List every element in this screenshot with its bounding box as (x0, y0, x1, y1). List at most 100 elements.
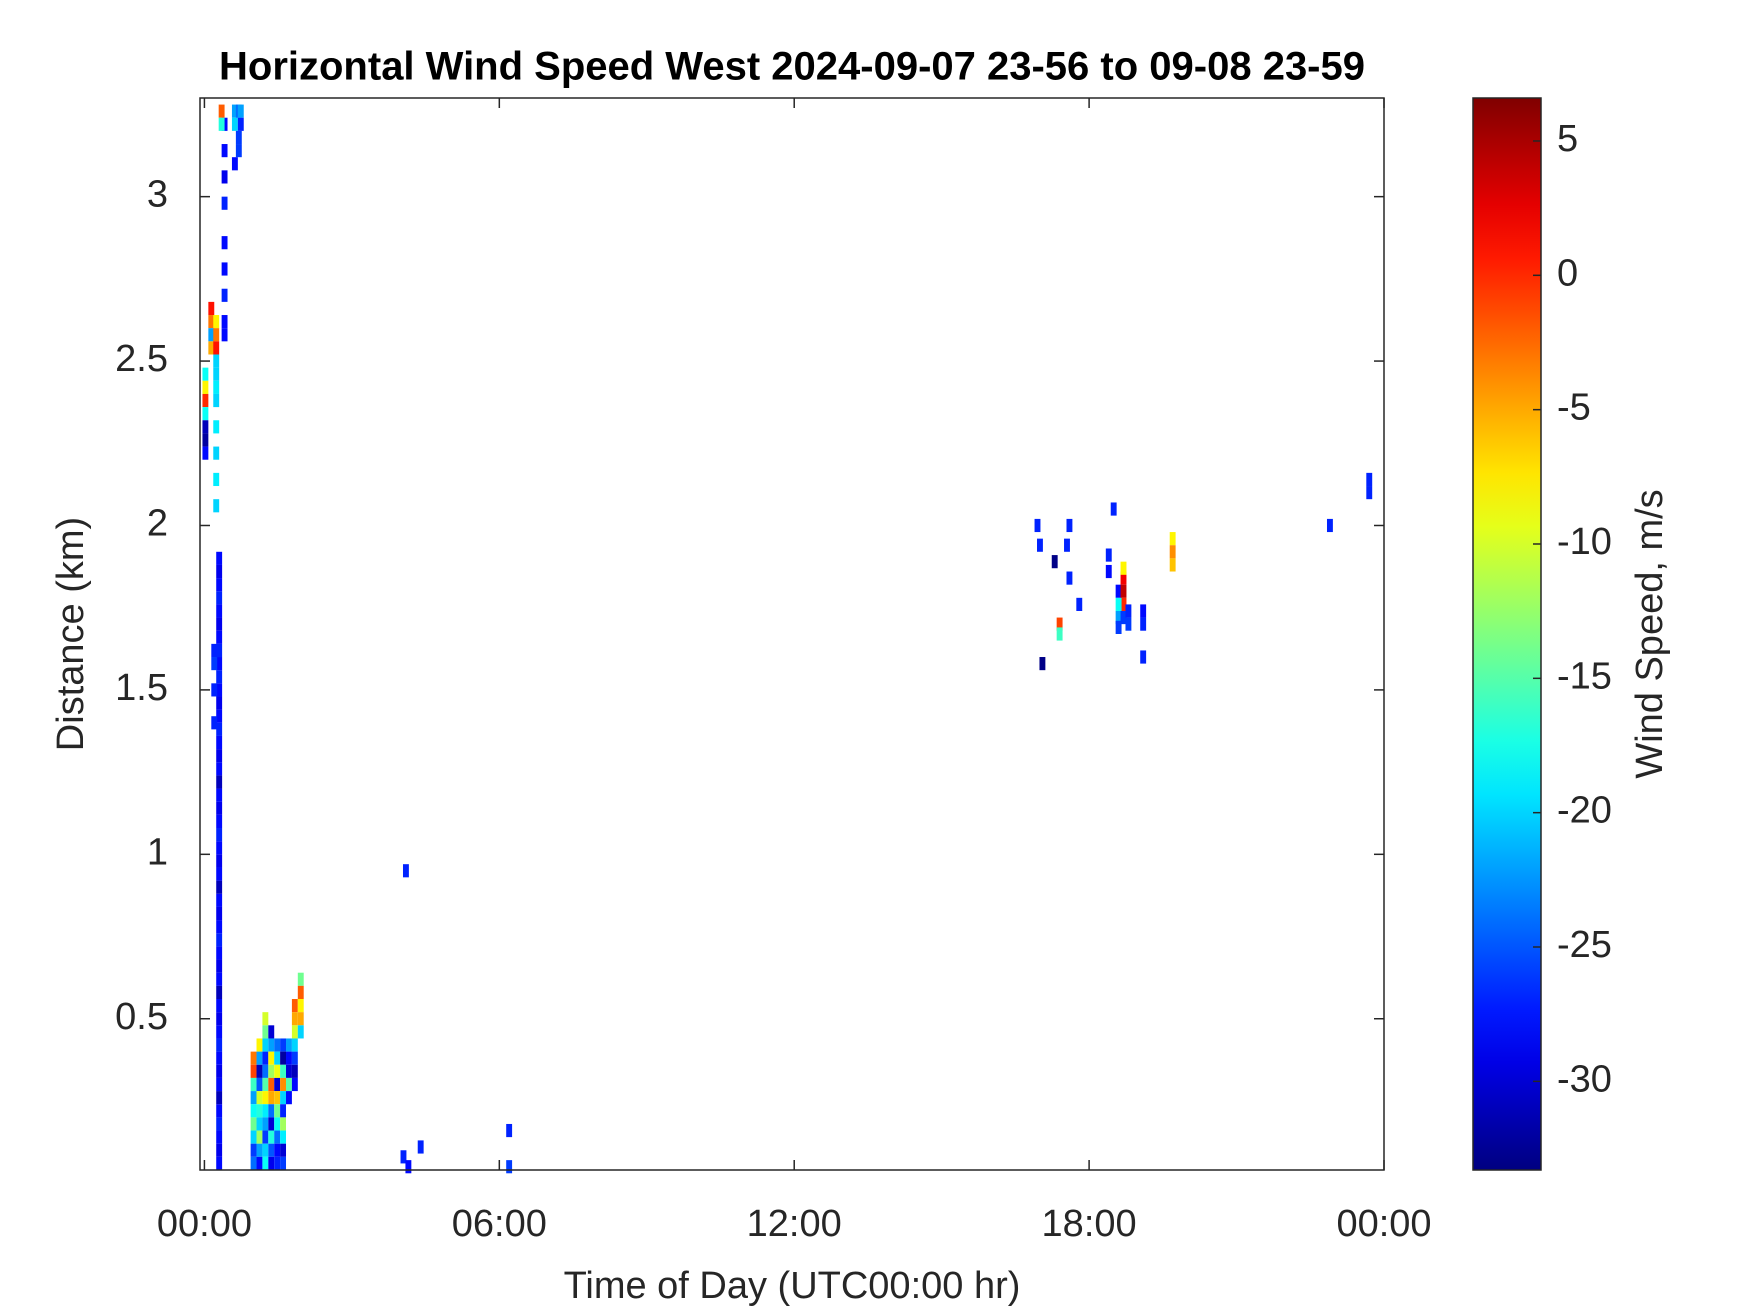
cell (216, 1077, 223, 1092)
cell (1169, 532, 1176, 546)
cell (256, 1130, 263, 1144)
cell (216, 709, 223, 723)
cell (268, 1117, 275, 1131)
cell (1366, 472, 1373, 487)
cell (256, 1038, 263, 1052)
cell (213, 354, 220, 368)
cell (1056, 617, 1063, 631)
cell (237, 104, 244, 118)
cell (291, 1077, 298, 1092)
cell (297, 985, 304, 1000)
cell (216, 867, 223, 881)
colorbar-tick-label: -5 (1557, 387, 1591, 429)
cell (274, 1077, 281, 1092)
cell (218, 104, 225, 118)
cell (1056, 627, 1063, 641)
cell (216, 788, 223, 802)
cell (250, 1051, 257, 1065)
cell (208, 328, 215, 342)
chart-title: Horizontal Wind Speed West 2024-09-07 23… (219, 45, 1365, 89)
cell (250, 1143, 257, 1157)
cell (280, 1130, 287, 1144)
cell (280, 1077, 287, 1092)
cell (213, 499, 220, 513)
cell (256, 1091, 263, 1105)
cell (216, 1130, 223, 1144)
cell (231, 104, 238, 118)
cell (235, 130, 242, 145)
colorbar (1472, 97, 1542, 1171)
cell (274, 1038, 281, 1052)
cell (1120, 597, 1127, 611)
cell (250, 1117, 257, 1131)
cell (202, 420, 209, 434)
cell (216, 578, 223, 592)
cell (1110, 502, 1117, 516)
cell (1120, 584, 1127, 598)
cell (1076, 597, 1083, 611)
cell (286, 1038, 292, 1052)
x-tick-label: 00:00 (157, 1203, 252, 1245)
cell (268, 1104, 275, 1118)
cell (506, 1160, 513, 1174)
cell (216, 1143, 223, 1157)
cell (297, 999, 304, 1013)
heatmap (202, 104, 1373, 1174)
x-tick-label: 18:00 (1042, 1203, 1137, 1245)
cell (213, 446, 220, 460)
cell (208, 315, 215, 329)
cell (274, 1091, 281, 1105)
cell (256, 1051, 263, 1065)
cell (268, 1064, 275, 1078)
cell (202, 380, 209, 394)
cell (262, 1064, 269, 1078)
cell (216, 1104, 223, 1118)
cell (280, 1038, 287, 1052)
x-tick-label: 12:00 (747, 1203, 842, 1245)
cell (216, 1012, 223, 1026)
cell (208, 301, 215, 316)
cell (268, 1091, 275, 1105)
cell (221, 236, 228, 250)
cell (216, 828, 223, 842)
cell (280, 1091, 287, 1105)
cell (291, 999, 298, 1013)
cell (208, 341, 215, 355)
cell (202, 446, 209, 460)
cell (1326, 518, 1333, 533)
cell (211, 643, 218, 658)
cell (216, 959, 223, 973)
cell (417, 1140, 424, 1154)
cell (221, 315, 228, 329)
cell (256, 1104, 263, 1118)
cell (221, 262, 228, 276)
y-axis-label: Distance (km) (50, 517, 92, 751)
cell (202, 393, 209, 408)
colorbar-label: Wind Speed, m/s (1629, 489, 1671, 778)
cell (216, 670, 223, 684)
colorbar-tick-label: 5 (1557, 118, 1578, 160)
cell (237, 117, 244, 131)
cell (213, 472, 220, 487)
cell (1115, 584, 1122, 598)
cell (1120, 571, 1127, 585)
cell (291, 1012, 298, 1026)
cell (1120, 561, 1127, 575)
cell (250, 1091, 257, 1105)
cell (213, 367, 220, 381)
cell (268, 1156, 275, 1170)
cell (213, 328, 220, 342)
cell (216, 985, 223, 1000)
cell (280, 1051, 287, 1065)
cell (262, 1051, 269, 1065)
cell (402, 864, 409, 878)
cell (405, 1160, 412, 1174)
cell (250, 1064, 257, 1078)
cell (286, 1091, 292, 1105)
cell (291, 1064, 298, 1078)
y-tick-label: 2.5 (115, 338, 168, 380)
cell (262, 1156, 269, 1170)
y-tick-label: 1 (147, 831, 168, 873)
cell (213, 341, 220, 355)
